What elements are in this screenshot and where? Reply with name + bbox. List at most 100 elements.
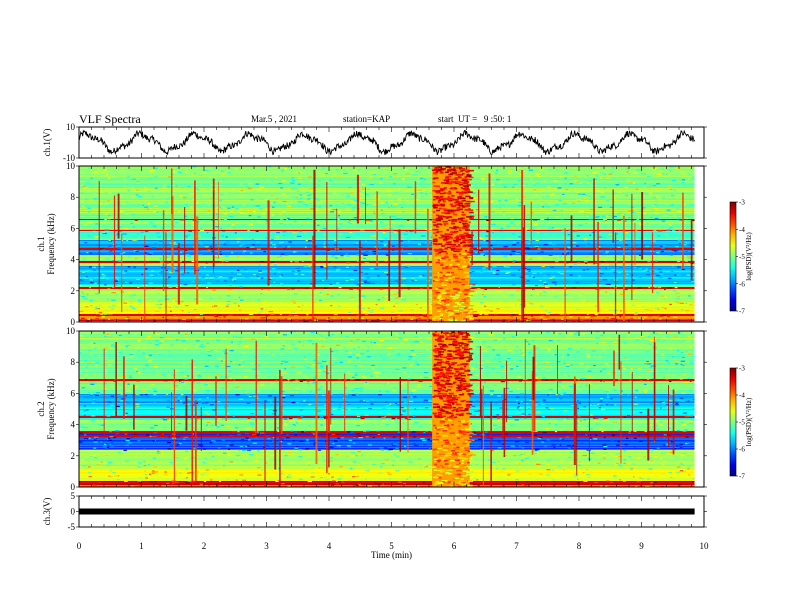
ch1-spectrogram-streak bbox=[427, 208, 429, 322]
ch2-spectrogram-speckle bbox=[240, 365, 245, 368]
ch1-spectrogram-speckle bbox=[376, 319, 379, 321]
ch1-spectrogram-speckle bbox=[90, 305, 93, 307]
ch1-spectrogram-speckle bbox=[541, 215, 544, 218]
ch1-spectrogram-speckle bbox=[291, 196, 296, 198]
ch2-spectrogram-speckle bbox=[662, 365, 664, 367]
ch2-spectrogram-band bbox=[79, 331, 695, 333]
ch2-spectrogram-speckle bbox=[174, 475, 177, 477]
ch2-spectrogram-speckle bbox=[675, 349, 677, 351]
ch2-spectrogram-speckle bbox=[107, 445, 112, 447]
ch1-spectrogram-speckle bbox=[475, 170, 479, 172]
ch1-spectrogram-speckle bbox=[257, 216, 261, 218]
ch1-spectrogram-speckle bbox=[481, 307, 484, 309]
ch1-spectrogram-speckle bbox=[288, 241, 292, 243]
ch1-spectrogram-speckle bbox=[380, 192, 385, 194]
ch1-spectrogram-speckle bbox=[165, 213, 169, 215]
ch1-spectrogram-speckle bbox=[610, 279, 614, 281]
ch1-spectrogram-burst-speckle bbox=[448, 241, 452, 243]
ch1-spectrogram-speckle bbox=[423, 292, 426, 294]
ch1-spectrogram-speckle bbox=[159, 240, 163, 242]
ch1-spectrogram-burst-speckle bbox=[448, 199, 453, 202]
ch1-spectrogram-burst-speckle bbox=[449, 256, 452, 259]
ch1-spectrogram-speckle bbox=[365, 194, 369, 196]
ch2-spectrogram-speckle bbox=[668, 471, 672, 474]
ch1-spectrogram-speckle bbox=[89, 252, 92, 254]
ch1-spectrogram-speckle bbox=[532, 182, 535, 184]
ch2-spectrogram-speckle bbox=[491, 353, 495, 355]
ch2-spectrogram-speckle bbox=[167, 351, 171, 353]
ch1-spectrogram-burst-speckle bbox=[441, 299, 447, 302]
ch1-spectrogram-speckle bbox=[656, 274, 661, 277]
ch1-spectrogram-speckle bbox=[609, 206, 614, 208]
ch2-spectrogram-speckle bbox=[188, 345, 192, 347]
ch1-spectrogram-speckle bbox=[596, 216, 600, 218]
ch2-spectrogram-speckle bbox=[352, 459, 357, 461]
ch1-spectrogram-speckle bbox=[156, 236, 161, 238]
ch2-spectrogram-band bbox=[79, 359, 695, 361]
ch1-spectrogram-speckle bbox=[287, 217, 290, 219]
ch1-spectrogram-speckle bbox=[124, 317, 129, 320]
ch1-spectrogram-speckle bbox=[317, 180, 321, 182]
ch1-spectrogram-speckle bbox=[132, 236, 135, 238]
ch1-spectrogram-burst-speckle bbox=[447, 196, 450, 198]
ch1-spectrogram-band bbox=[79, 230, 695, 232]
ch1-spectrogram-speckle bbox=[108, 313, 113, 315]
ch1-spectrogram-speckle bbox=[345, 256, 350, 258]
ch1-spectrogram-speckle bbox=[156, 233, 160, 235]
ch1-spectrogram-speckle bbox=[123, 227, 126, 230]
ch1-spectrogram-speckle bbox=[95, 223, 99, 225]
ch1-spectrogram-speckle bbox=[252, 244, 255, 246]
ch1-spectrogram-speckle bbox=[293, 315, 299, 317]
ch2-spectrogram-speckle bbox=[113, 380, 116, 382]
ch1-spectrogram-speckle bbox=[409, 304, 414, 306]
ch1-spectrogram-speckle bbox=[208, 297, 213, 299]
ch2-spectrogram-speckle bbox=[315, 367, 320, 369]
ch1-spectrogram-speckle bbox=[125, 213, 129, 215]
ch2-spectrogram-speckle bbox=[471, 454, 476, 456]
ch2-spectrogram-speckle bbox=[515, 400, 518, 402]
ch1-spectrogram-band bbox=[79, 176, 695, 178]
ch1-spectrogram-speckle bbox=[658, 213, 662, 215]
ch1-spectrogram-speckle bbox=[330, 295, 334, 297]
ch1-spectrogram-speckle bbox=[395, 302, 399, 304]
ch1-spectrogram-speckle bbox=[324, 261, 328, 263]
ch1-spectrogram-speckle bbox=[600, 261, 605, 263]
ch2-spectrogram-speckle bbox=[349, 455, 352, 457]
ch2-spectrogram-speckle bbox=[178, 396, 183, 398]
ch1-spectrogram-burst-speckle bbox=[452, 199, 459, 201]
ch2-spectrogram-speckle bbox=[655, 333, 659, 335]
ch1-spectrogram-speckle bbox=[117, 260, 122, 262]
ch1-spectrogram-band bbox=[79, 171, 695, 173]
ch1-spectrogram-burst-speckle bbox=[463, 290, 469, 292]
ch1-spectrogram-band bbox=[79, 218, 695, 220]
ch1-spectrogram-speckle bbox=[624, 186, 628, 188]
ch1-spectrogram-speckle bbox=[251, 280, 253, 283]
ch1-spectrogram-speckle bbox=[144, 188, 148, 190]
ch1-spectrogram-burst-speckle bbox=[436, 273, 443, 275]
ch2-spectrogram-band bbox=[79, 387, 695, 389]
ch1-spectrogram-speckle bbox=[386, 227, 389, 229]
ch1-spectrogram-speckle bbox=[349, 235, 352, 237]
ch1-spectrogram-speckle bbox=[207, 204, 211, 206]
ch1-spectrogram-speckle bbox=[202, 311, 204, 313]
ch1-spectrogram-speckle bbox=[270, 278, 273, 280]
ch1-spectrogram-speckle bbox=[516, 251, 520, 254]
ch1-spectrogram-speckle bbox=[572, 242, 577, 244]
ch2-spectrogram-speckle bbox=[416, 364, 420, 366]
ch1-spectrogram-speckle bbox=[219, 276, 223, 278]
ch1-spectrogram-speckle bbox=[300, 197, 303, 199]
ch1-spectrogram-speckle bbox=[666, 229, 671, 231]
ch1-spectrogram-speckle bbox=[346, 193, 350, 195]
ch1-spectrogram-burst-speckle bbox=[435, 256, 441, 258]
ch2-spectrogram-speckle bbox=[366, 356, 371, 358]
ch1-spectrogram-speckle bbox=[597, 212, 602, 214]
ch1-spectrogram-speckle bbox=[97, 169, 102, 171]
ch1-spectrogram-speckle bbox=[85, 176, 89, 178]
ch1-spectrogram-speckle bbox=[245, 271, 248, 273]
ch1-spectrogram-speckle bbox=[308, 189, 311, 191]
ch1-spectrogram-speckle bbox=[473, 290, 477, 292]
ch1-spectrogram-speckle bbox=[535, 246, 538, 248]
ch2-spectrogram-speckle bbox=[377, 433, 380, 436]
ch2-spectrogram-speckle bbox=[164, 358, 169, 360]
